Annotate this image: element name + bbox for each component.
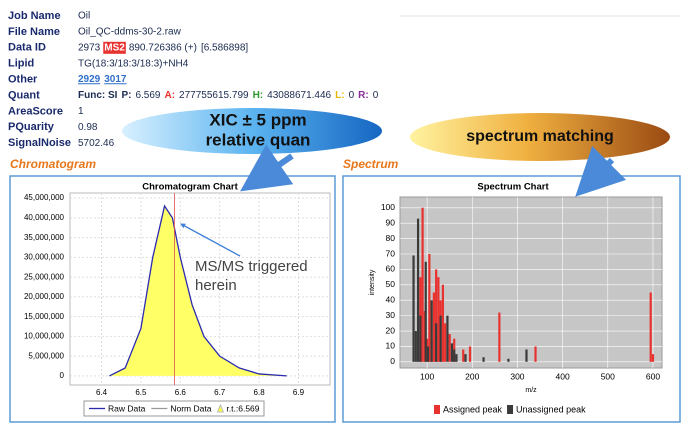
- info-label: SignalNoise: [8, 137, 71, 149]
- x-tick-label: 6.7: [214, 388, 226, 397]
- info-value: 890.726386 (+): [129, 42, 197, 53]
- legend-label: Unassigned peak: [516, 404, 586, 414]
- y-tick-label: 30: [386, 310, 396, 320]
- info-value: 6.569: [135, 90, 160, 101]
- info-value: H:: [253, 90, 264, 101]
- info-value: 2973: [78, 42, 101, 53]
- info-value: R:: [358, 90, 369, 101]
- info-label: Quant: [8, 89, 40, 101]
- y-tick-label: 80: [386, 233, 396, 243]
- y-tick-label: 15,000,000: [24, 312, 65, 321]
- callout-text: spectrum matching: [466, 128, 614, 145]
- callout-arrow: [575, 145, 627, 197]
- x-tick-label: 100: [420, 371, 434, 381]
- info-label: Lipid: [8, 58, 34, 70]
- y-tick-label: 40,000,000: [24, 213, 65, 222]
- info-label: PQuarity: [8, 121, 55, 133]
- legend-label: r.t.:6.569: [226, 403, 259, 413]
- info-value: Oil_QC-ddms-30-2.raw: [78, 27, 182, 38]
- x-tick-label: 300: [510, 371, 524, 381]
- y-tick-label: 50: [386, 279, 396, 289]
- info-value: [6.586898]: [201, 42, 248, 53]
- y-tick-label: 0: [60, 371, 65, 380]
- info-value: 0: [373, 90, 379, 101]
- callout-text: relative quan: [206, 130, 311, 149]
- info-value: 1: [78, 106, 84, 117]
- badge: [103, 41, 126, 54]
- info-value: 0: [349, 90, 355, 101]
- y-tick-label: 70: [386, 248, 396, 258]
- chart-title: Spectrum Chart: [477, 182, 549, 193]
- x-tick-label: 400: [556, 371, 570, 381]
- x-tick-label: 6.4: [96, 388, 108, 397]
- x-tick-label: 6.8: [254, 388, 266, 397]
- x-tick-label: 6.5: [135, 388, 147, 397]
- info-value: TG(18:3/18:3/18:3)+NH4: [78, 58, 189, 69]
- info-link[interactable]: 3017: [104, 74, 127, 85]
- callout-text: XIC ± 5 ppm: [209, 110, 306, 129]
- callout-arrow: [240, 144, 294, 192]
- info-label: Other: [8, 74, 38, 86]
- x-tick-label: 6.6: [175, 388, 187, 397]
- annotation-arrow: [180, 223, 241, 257]
- info-value: 5702.46: [78, 138, 115, 149]
- y-tick-label: 60: [386, 264, 396, 274]
- x-tick-label: 6.9: [293, 388, 305, 397]
- info-value: 277755615.799: [179, 90, 249, 101]
- y-tick-label: 35,000,000: [24, 233, 65, 242]
- y-tick-label: 40: [386, 294, 396, 304]
- info-label: Data ID: [8, 42, 46, 54]
- y-tick-label: 90: [386, 217, 396, 227]
- chromatogram-panel: [9, 175, 336, 423]
- info-value: Func: SI: [78, 90, 118, 101]
- info-value: MS2: [104, 42, 125, 53]
- info-value: Oil: [78, 11, 90, 22]
- y-axis-label: intensity: [369, 269, 376, 295]
- info-label: File Name: [8, 26, 60, 38]
- content: Job Name Oil File Name Oil_QC-ddms-30-2.raw…: [8, 10, 670, 417]
- y-tick-label: 30,000,000: [24, 253, 65, 262]
- legend-swatch: [216, 403, 225, 413]
- legend-swatch: [434, 405, 440, 414]
- y-tick-label: 0: [390, 356, 395, 366]
- chart-title: Chromatogram Chart: [142, 182, 238, 193]
- legend-label: Norm Data: [170, 403, 211, 413]
- y-tick-label: 45,000,000: [24, 193, 65, 202]
- x-axis-label: m/z: [525, 387, 537, 394]
- info-value: 0.98: [78, 122, 98, 133]
- info-label: AreaScore: [8, 105, 63, 117]
- info-value: 43088671.446: [267, 90, 331, 101]
- y-tick-label: 10: [386, 341, 396, 351]
- annotation: MS/MS triggered: [195, 258, 308, 275]
- section-title: Spectrum: [343, 157, 399, 171]
- y-tick-label: 25,000,000: [24, 272, 65, 281]
- y-tick-label: 5,000,000: [28, 351, 64, 360]
- annotation: herein: [195, 277, 237, 294]
- x-tick-label: 600: [646, 371, 660, 381]
- info-value: A:: [164, 90, 175, 101]
- info-value: P:: [121, 90, 131, 101]
- section-title: Chromatogram: [10, 157, 96, 171]
- area: [109, 206, 287, 376]
- y-tick-label: 10,000,000: [24, 332, 65, 341]
- y-tick-label: 20,000,000: [24, 292, 65, 301]
- x-tick-label: 500: [601, 371, 615, 381]
- info-link[interactable]: 2929: [78, 74, 101, 85]
- legend-swatch: [507, 405, 514, 414]
- x-tick-label: 200: [465, 371, 479, 381]
- plot-area: [69, 192, 331, 386]
- info-value: L:: [335, 90, 344, 101]
- info-label: Job Name: [8, 10, 61, 22]
- y-tick-label: 100: [381, 202, 395, 212]
- legend-label: Assigned peak: [443, 404, 503, 414]
- legend-label: Raw Data: [108, 403, 146, 413]
- spectrum-panel: [342, 175, 681, 423]
- line: [109, 204, 287, 377]
- callout-bubble: [122, 108, 382, 154]
- y-tick-label: 20: [386, 325, 396, 335]
